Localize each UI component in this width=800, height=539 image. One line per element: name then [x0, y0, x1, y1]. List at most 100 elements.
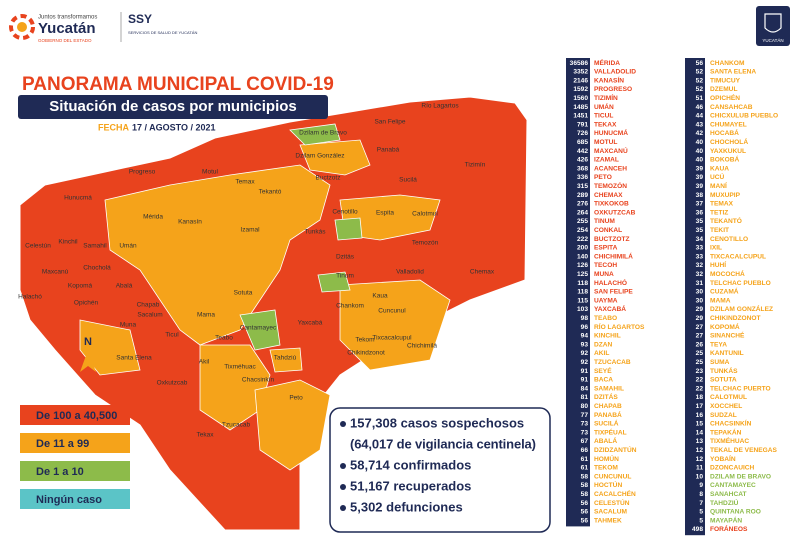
municipality-name: SACALUM	[594, 509, 627, 516]
case-count: 5	[699, 517, 703, 524]
case-count: 442	[577, 148, 588, 155]
map-label: Sotuta	[234, 290, 253, 297]
agency-full: SERVICIOS DE SALUD DE YUCATÁN	[128, 30, 197, 35]
case-count: 426	[577, 157, 588, 164]
municipality-name: UMÁN	[594, 102, 614, 111]
case-count: 98	[581, 315, 589, 322]
municipality-name: ABALÁ	[594, 436, 617, 445]
case-count: 33	[696, 253, 704, 260]
bullet	[340, 505, 346, 511]
municipality-name: TEMOZÓN	[594, 181, 627, 190]
map-label: Motul	[202, 169, 218, 176]
case-count: 52	[696, 86, 704, 93]
case-count: 35	[696, 227, 704, 234]
map-label: Tekax	[197, 432, 215, 439]
map-label: Chankom	[336, 303, 364, 310]
map-label: Temax	[235, 179, 255, 186]
map-label: Oxkutzcab	[157, 380, 188, 387]
municipality-name: TUNKÁS	[710, 366, 738, 375]
case-count: 46	[696, 104, 704, 111]
map-label: Tzucacab	[222, 422, 251, 429]
case-count: 94	[581, 333, 589, 340]
case-count: 140	[577, 253, 588, 260]
case-count: 51	[696, 95, 704, 102]
emblem-shield	[764, 13, 782, 33]
north-arrow	[80, 350, 96, 372]
municipality-name: CONKAL	[594, 227, 622, 234]
case-count: 200	[577, 245, 588, 252]
case-count: 29	[696, 315, 704, 322]
case-count: 15	[696, 421, 704, 428]
municipality-name: UAYMA	[594, 297, 618, 304]
map-label: Kanasín	[178, 219, 202, 226]
case-count: 2146	[573, 77, 588, 84]
map-label: Temozón	[412, 240, 439, 247]
municipality-name: TEKAX	[594, 121, 617, 128]
legend-label: Ningún caso	[36, 494, 102, 506]
map-label: Tizimín	[465, 162, 486, 169]
region-green	[239, 309, 281, 351]
municipality-name: SANTA ELENA	[710, 69, 756, 76]
municipality-name: MOCOCHÁ	[710, 269, 745, 278]
municipality-name: TIMUCUY	[710, 77, 741, 84]
case-count: 103	[577, 306, 588, 313]
municipality-name: TEKOM	[594, 465, 618, 472]
case-count: 58	[581, 482, 589, 489]
municipality-name: DZILAM DE BRAVO	[710, 473, 771, 480]
region-orange	[269, 347, 303, 373]
municipality-name: RÍO LAGARTOS	[594, 322, 645, 331]
municipality-name: KINCHIL	[594, 333, 621, 340]
case-count: 1560	[573, 95, 588, 102]
municipality-name: TZUCACAB	[594, 359, 631, 366]
municipality-name: PROGRESO	[594, 86, 632, 93]
case-count: 22	[696, 385, 704, 392]
municipality-name: CHUMAYEL	[710, 121, 747, 128]
municipality-name: TEKAL DE VENEGAS	[710, 447, 778, 454]
case-count: 16	[696, 412, 704, 419]
case-count: 73	[581, 421, 589, 428]
case-count: 84	[581, 385, 589, 392]
municipality-name: TEYA	[710, 341, 727, 348]
municipality-name: TIXMÉHUAC	[710, 436, 749, 445]
date: 17 / AGOSTO / 2021	[132, 122, 216, 132]
case-count: 39	[696, 165, 704, 172]
municipality-name: KAUA	[710, 165, 729, 172]
case-count: 77	[581, 412, 589, 419]
summary-box	[329, 407, 551, 533]
case-count: 7	[699, 500, 703, 507]
municipality-name: KANTUNIL	[710, 350, 744, 357]
case-count: 91	[581, 377, 589, 384]
municipality-name: ESPITA	[594, 245, 618, 252]
case-count: 264	[577, 209, 588, 216]
municipality-name: MANÍ	[710, 181, 727, 190]
case-count: 368	[577, 165, 588, 172]
case-count: 40	[696, 157, 704, 164]
case-count: 25	[696, 359, 704, 366]
bullet	[340, 484, 346, 490]
municipality-name: HUNUCMÁ	[594, 128, 628, 137]
subtitle: Situación de casos por municipios	[49, 98, 297, 115]
case-count: 56	[696, 60, 704, 67]
map-labels: Río Lagartos San Felipe Dzilam de Bravo Pan…	[18, 103, 495, 439]
case-count: 66	[581, 447, 589, 454]
case-count: 32	[696, 262, 704, 269]
map-label: Tahdziú	[274, 355, 297, 362]
map-label: Río Lagartos	[421, 103, 459, 110]
case-count: 14	[696, 429, 704, 436]
map-label: Sucilá	[399, 177, 417, 184]
municipality-name: PANABÁ	[594, 410, 622, 419]
case-count: 126	[577, 262, 588, 269]
map-label: Valladolid	[396, 269, 424, 276]
map	[19, 96, 528, 531]
case-count: 56	[581, 517, 589, 524]
case-count: 43	[696, 121, 704, 128]
case-count: 91	[581, 368, 589, 375]
municipality-name: HUHÍ	[710, 260, 726, 269]
case-count: 31	[696, 280, 704, 287]
case-count: 118	[577, 289, 588, 296]
legend: De 100 a 40,500 De 11 a 99 De 1 a 10 Ningún…	[20, 405, 130, 509]
municipality-name: MAXCANÚ	[594, 146, 628, 155]
municipality-name: CALOTMUL	[710, 394, 747, 401]
legend-swatch	[20, 489, 130, 509]
